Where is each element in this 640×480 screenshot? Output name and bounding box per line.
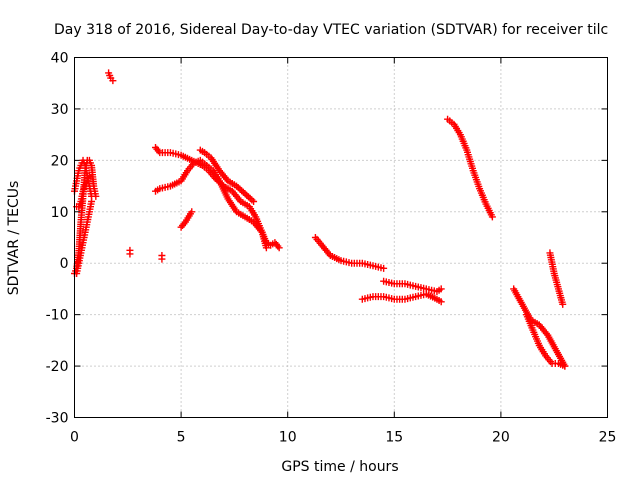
x-tick-label: 15 bbox=[385, 430, 403, 446]
data-point bbox=[158, 255, 166, 263]
x-tick-label: 5 bbox=[177, 430, 186, 446]
ticks bbox=[74, 57, 608, 418]
y-tick-label: 20 bbox=[51, 153, 69, 169]
data-point bbox=[85, 172, 93, 180]
data-point bbox=[380, 264, 388, 272]
plot-frame bbox=[74, 57, 608, 418]
data-point bbox=[488, 213, 496, 221]
y-tick-label: 0 bbox=[60, 256, 69, 272]
y-tick-label: -10 bbox=[46, 308, 69, 324]
y-tick-label: -20 bbox=[46, 359, 69, 375]
chart-title: Day 318 of 2016, Sidereal Day-to-day VTE… bbox=[54, 22, 608, 38]
x-tick-label: 25 bbox=[599, 430, 617, 446]
plot-area bbox=[71, 69, 569, 370]
data-point bbox=[188, 208, 196, 216]
data-point bbox=[437, 285, 445, 293]
y-tick-label: 40 bbox=[51, 51, 69, 67]
x-tick-label: 10 bbox=[279, 430, 297, 446]
data-point bbox=[275, 244, 283, 252]
y-axis-label: SDTVAR / TECUs bbox=[6, 181, 22, 296]
grid bbox=[74, 57, 608, 418]
tick-labels: 0 5 10 15 20 25 -30 -20 -10 0 10 20 30 40 bbox=[46, 51, 617, 446]
y-tick-label: 10 bbox=[51, 205, 69, 221]
data-point bbox=[262, 244, 270, 252]
data-point bbox=[109, 77, 117, 85]
y-tick-label: -30 bbox=[46, 411, 69, 427]
x-tick-label: 20 bbox=[492, 430, 510, 446]
x-tick-label: 0 bbox=[70, 430, 79, 446]
data-point bbox=[437, 298, 445, 306]
y-tick-label: 30 bbox=[51, 102, 69, 118]
x-axis-label: GPS time / hours bbox=[281, 459, 398, 475]
data-point bbox=[559, 300, 567, 308]
data-point bbox=[561, 362, 569, 370]
data-point bbox=[126, 250, 134, 258]
data-point bbox=[88, 198, 96, 205]
data-point bbox=[250, 198, 258, 205]
